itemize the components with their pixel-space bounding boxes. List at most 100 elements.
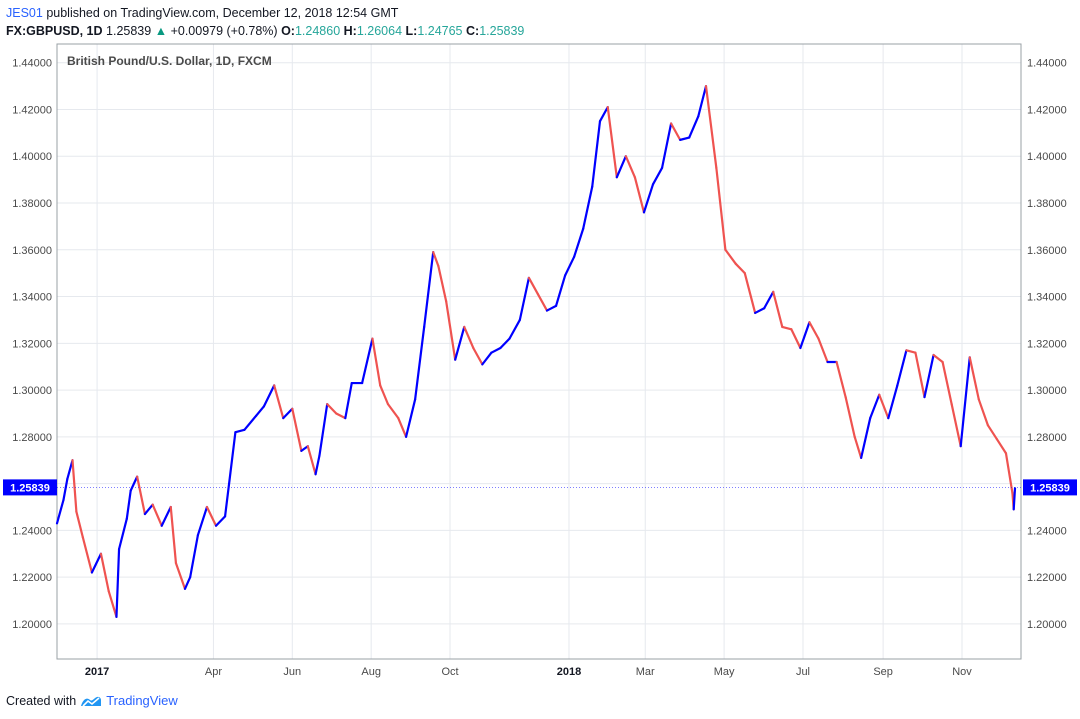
y-tick-label-right: 1.28000	[1027, 432, 1067, 444]
y-tick-label-left: 1.24000	[12, 525, 52, 537]
price-segment	[835, 360, 847, 399]
price-segment	[282, 407, 294, 420]
price-segment	[615, 155, 627, 179]
price-segment	[234, 428, 246, 434]
last-price-tag-left-text: 1.25839	[10, 482, 50, 494]
price-segment	[55, 498, 65, 525]
x-tick-label: Apr	[205, 666, 222, 678]
price-segment	[291, 407, 303, 452]
high-value: 1.26064	[356, 24, 403, 38]
price-segment	[633, 176, 646, 214]
y-axis-left: 1.200001.220001.240001.260001.280001.300…	[12, 58, 52, 631]
price-segment	[995, 438, 1008, 455]
price-segment	[136, 475, 147, 516]
author-link[interactable]: JES01	[6, 6, 43, 20]
x-tick-label: Jul	[796, 666, 810, 678]
price-segment	[490, 346, 502, 354]
price-segment	[361, 337, 374, 385]
price-segment	[62, 477, 69, 502]
price-segment	[563, 255, 576, 277]
price-segment	[853, 435, 863, 459]
price-segment	[115, 547, 121, 619]
price-segment	[754, 307, 766, 315]
close-label: C:	[466, 24, 480, 38]
y-tick-label-right: 1.38000	[1027, 198, 1067, 210]
price-segment	[554, 274, 567, 308]
y-tick-label-right: 1.30000	[1027, 385, 1067, 397]
price-segment	[545, 304, 558, 312]
price-segment	[214, 515, 227, 527]
price-segment	[499, 337, 511, 350]
price-segment	[454, 325, 466, 361]
price-segment	[781, 325, 793, 331]
price-segment	[81, 536, 94, 574]
price-segment	[174, 562, 187, 590]
price-segment	[432, 251, 440, 268]
price-segment	[905, 349, 917, 354]
x-tick-label: Sep	[873, 666, 893, 678]
x-tick-label: May	[714, 666, 735, 678]
price-segment	[318, 403, 329, 457]
up-arrow-icon: ▲	[154, 24, 168, 38]
price-segment	[968, 356, 980, 401]
price-segment	[808, 321, 820, 340]
price-segment	[75, 510, 84, 539]
x-tick-label: Aug	[361, 666, 381, 678]
x-tick-label: 2017	[85, 666, 109, 678]
price-segment	[624, 155, 637, 179]
price-segment	[99, 552, 110, 593]
price-segment	[143, 503, 154, 516]
x-tick-label: 2018	[557, 666, 581, 678]
price-chart[interactable]: British Pound/U.S. Dollar, 1D, FXCM 1.20…	[0, 40, 1080, 685]
last-price-tag-right	[1023, 479, 1077, 496]
price-segment	[598, 106, 609, 123]
price-segment	[1012, 487, 1017, 511]
price-segment	[223, 431, 237, 518]
open-label: O:	[281, 24, 295, 38]
y-tick-label-left: 1.44000	[12, 58, 52, 70]
price-segment	[986, 424, 999, 441]
price-segment	[371, 337, 382, 387]
x-tick-label: Nov	[952, 666, 972, 678]
price-segment	[790, 328, 802, 350]
price-segment	[660, 122, 673, 170]
price-series	[55, 84, 1017, 619]
price-segment	[799, 321, 811, 350]
x-tick-label: Jun	[283, 666, 301, 678]
price-segment	[651, 166, 664, 186]
price-segment	[679, 136, 691, 141]
price-segment	[715, 166, 727, 251]
price-segment	[117, 517, 128, 551]
x-tick-label: Oct	[441, 666, 458, 678]
price-segment	[606, 106, 618, 179]
y-axis-right[interactable]: 1.200001.220001.240001.260001.280001.300…	[1027, 58, 1067, 631]
published-text: published on TradingView.com, December 1…	[42, 6, 399, 20]
price-segment	[71, 459, 78, 513]
symbol-label: FX:GBPUSD, 1D	[6, 24, 103, 38]
chart-grid	[57, 44, 1021, 659]
y-tick-label-right: 1.40000	[1027, 151, 1067, 163]
last-price-tags: 1.25839 1.25839	[3, 479, 1077, 496]
price-segment	[344, 381, 353, 420]
tradingview-brand[interactable]: TradingView	[106, 693, 178, 708]
price-segment	[472, 346, 484, 366]
price-segment	[950, 403, 962, 448]
high-label: H:	[343, 24, 357, 38]
y-tick-label-left: 1.20000	[12, 619, 52, 631]
price-segment	[90, 552, 103, 574]
price-segment	[697, 84, 708, 118]
price-segment	[536, 293, 549, 312]
price-segment	[160, 505, 172, 527]
y-tick-label-right: 1.24000	[1027, 525, 1067, 537]
price-segment	[205, 505, 218, 527]
price-segment	[977, 398, 989, 427]
close-value: 1.25839	[479, 24, 525, 38]
price-segment	[869, 393, 881, 420]
price-segment	[306, 445, 317, 476]
y-tick-label-right: 1.42000	[1027, 104, 1067, 116]
y-tick-label-right: 1.22000	[1027, 572, 1067, 584]
price-segment	[300, 445, 309, 452]
x-axis[interactable]: 2017 Apr Jun Aug Oct 2018 Mar May Jul Sep Nov	[85, 666, 972, 678]
price-segment	[314, 454, 321, 476]
tradingview-logo-icon[interactable]	[80, 694, 102, 708]
